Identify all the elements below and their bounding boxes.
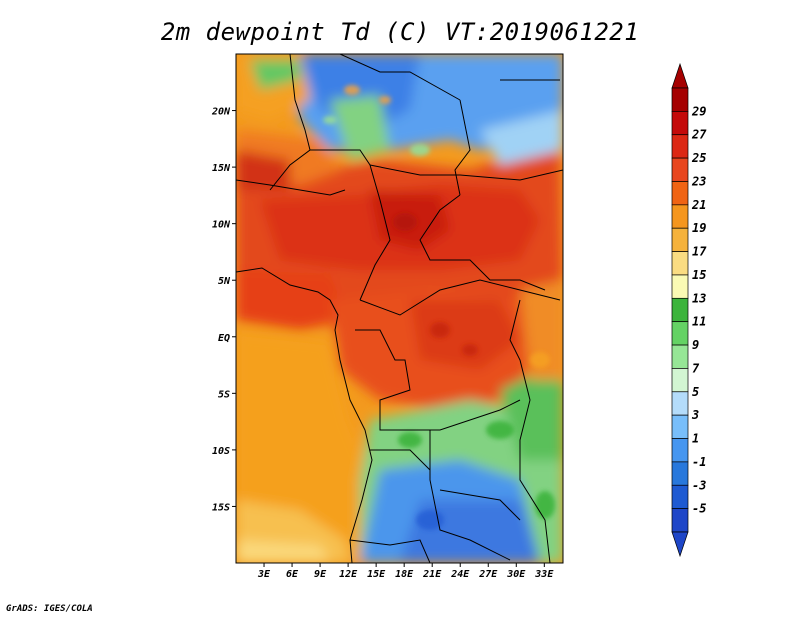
grads-credit: GrADS: IGES/COLA	[6, 604, 93, 614]
colorbar-label: 3	[691, 408, 699, 422]
lon-tick-label: 18E	[395, 569, 414, 580]
colorbar-label: -5	[692, 502, 706, 516]
colorbar-segment	[671, 204, 689, 229]
colorbar-label: 9	[692, 338, 699, 352]
lon-tick-label: 27E	[478, 569, 498, 580]
colorbar-segment	[671, 134, 689, 159]
colorbar-segment	[671, 87, 689, 112]
colorbar-label: 13	[692, 291, 706, 305]
dewpoint-field	[236, 54, 563, 563]
colorbar-label: 17	[692, 245, 707, 259]
colorbar-label: 1	[692, 432, 699, 446]
colorbar: 29 27 25 23 21 19 17 15 13 11 9 7 5 3 1 -1 -3 -5	[671, 62, 707, 558]
lat-tick-label: 10S	[212, 446, 230, 457]
colorbar-segment	[671, 391, 689, 416]
lon-tick-label: 9E	[314, 569, 327, 580]
colorbar-bottom-arrow	[671, 531, 689, 558]
colorbar-segment	[671, 181, 689, 206]
lat-tick-label: 15S	[212, 502, 230, 513]
colorbar-segment	[671, 227, 689, 252]
colorbar-segment	[671, 414, 689, 439]
colorbar-label: 11	[692, 315, 706, 329]
lon-tick-label: 24E	[450, 569, 470, 580]
colorbar-segment	[671, 438, 689, 463]
colorbar-label: 25	[691, 151, 706, 165]
lat-tick-label: 5S	[218, 389, 230, 400]
colorbar-label: 27	[691, 128, 707, 142]
lat-tick-label: 15N	[212, 163, 231, 174]
colorbar-segment	[671, 368, 689, 393]
latitude-ticks: 20N 15N 10N 5N EQ 5S 10S 15S	[211, 107, 236, 513]
lat-tick-label: 5N	[218, 276, 231, 287]
colorbar-label: 29	[691, 104, 706, 118]
colorbar-segment	[671, 111, 689, 136]
colorbar-label: 21	[691, 198, 706, 212]
lon-tick-label: 15E	[367, 569, 386, 580]
colorbar-segment	[671, 321, 689, 346]
lon-tick-label: 30E	[506, 569, 526, 580]
colorbar-top-arrow	[671, 62, 689, 89]
lon-tick-label: 33E	[534, 569, 554, 580]
lat-tick-label: 20N	[211, 107, 231, 118]
lat-tick-label: 10N	[212, 220, 231, 231]
longitude-ticks: 3E 6E 9E 12E 15E 18E 21E 24E 27E 30E 33E	[257, 563, 554, 580]
lon-tick-label: 12E	[339, 569, 358, 580]
lon-tick-label: 6E	[286, 569, 299, 580]
colorbar-label: -1	[692, 455, 706, 469]
colorbar-segment	[671, 251, 689, 276]
colorbar-label: -3	[692, 478, 706, 492]
colorbar-label: 7	[692, 361, 700, 375]
colorbar-segment	[671, 508, 689, 533]
lon-tick-label: 21E	[422, 569, 442, 580]
colorbar-segment	[671, 344, 689, 369]
colorbar-segment	[671, 461, 689, 486]
colorbar-label: 5	[692, 385, 699, 399]
colorbar-segment	[671, 157, 689, 182]
colorbar-segment	[671, 297, 689, 323]
map-title: 2m dewpoint Td (C) VT:2019061221	[160, 18, 640, 46]
lon-tick-label: 3E	[257, 569, 271, 580]
colorbar-segment	[671, 484, 689, 509]
colorbar-label: 15	[692, 268, 706, 282]
lat-tick-label: EQ	[218, 333, 230, 344]
colorbar-segment	[671, 274, 689, 299]
colorbar-label: 23	[691, 174, 706, 188]
colorbar-label: 19	[692, 221, 706, 235]
